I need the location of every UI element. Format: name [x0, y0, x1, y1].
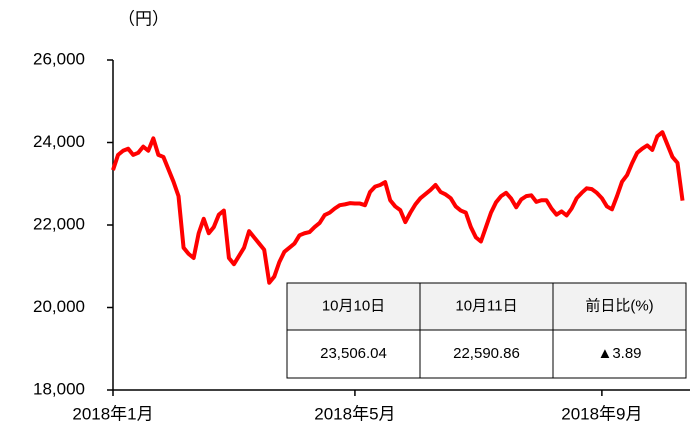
table-cell [286, 329, 421, 379]
table-text: 23,506.04 [320, 345, 387, 362]
table-cell [419, 329, 554, 379]
unit-label: （円） [118, 9, 169, 28]
table-text: 前日比(%) [585, 297, 653, 314]
price-line [111, 130, 685, 285]
y-tick-label: 26,000 [33, 49, 85, 68]
table-cell [552, 329, 687, 379]
y-tick-label: 24,000 [33, 132, 85, 151]
table-text: 10月11日 [455, 297, 517, 314]
y-tick-label: 22,000 [33, 214, 85, 233]
x-tick-label: 2018年9月 [561, 404, 642, 423]
table-text: 10月10日 [322, 297, 385, 314]
table-cell [419, 282, 554, 331]
y-tick-label: 20,000 [33, 297, 85, 316]
table-text: ▲3.89 [597, 345, 641, 362]
x-tick-label: 2018年5月 [314, 404, 395, 423]
x-tick-label: 2018年1月 [72, 404, 153, 423]
y-tick-label: 18,000 [33, 379, 85, 398]
table-text: 22,590.86 [453, 345, 520, 362]
